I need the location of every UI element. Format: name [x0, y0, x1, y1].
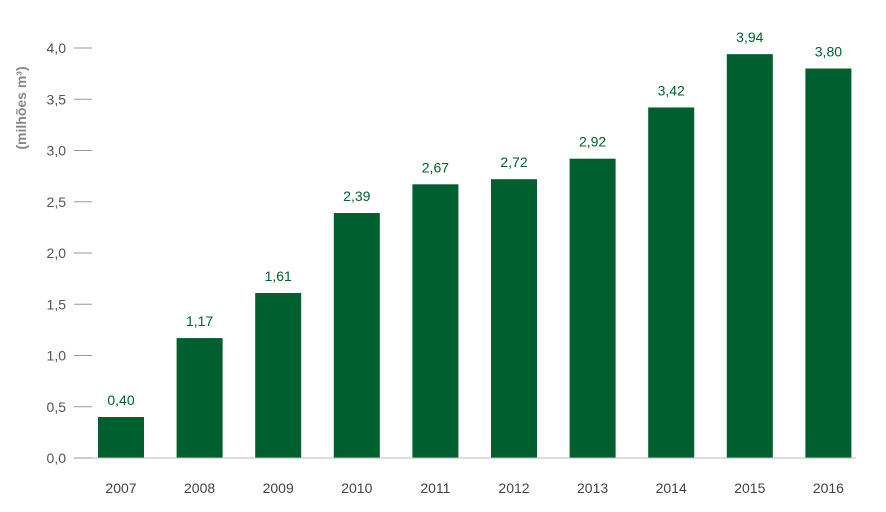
y-tick-label: 1,5 [47, 296, 67, 312]
x-tick-label-2014: 2014 [656, 480, 687, 496]
y-tick-label: 4,0 [47, 40, 67, 56]
x-axis: 2007 2008 2009 2010 2011 2012 2013 2014 2015 2016 [92, 457, 856, 496]
x-tick-label-2010: 2010 [341, 480, 372, 496]
value-label-2010: 2,39 [343, 188, 370, 204]
y-tick-label: 0,0 [47, 450, 67, 466]
x-tick-label-2009: 2009 [263, 480, 294, 496]
bars [98, 54, 852, 459]
value-label-2008: 1,17 [186, 313, 213, 329]
value-label-2011: 2,67 [422, 159, 449, 175]
x-tick-label-2012: 2012 [498, 480, 529, 496]
y-axis: 0,0 0,5 1,0 1,5 2,0 2,5 3,0 3,5 4,0 [47, 40, 92, 466]
y-axis-label: (milhões m³) [13, 66, 29, 149]
y-tick-label: 3,5 [47, 91, 67, 107]
value-label-2014: 3,42 [658, 82, 685, 98]
y-tick-label: 1,0 [47, 348, 67, 364]
bar-2007 [98, 417, 144, 458]
x-tick-label-2016: 2016 [813, 480, 844, 496]
x-tick-label-2013: 2013 [577, 480, 608, 496]
value-label-2009: 1,61 [265, 268, 292, 284]
x-tick-label-2008: 2008 [184, 480, 215, 496]
x-tick-label-2015: 2015 [734, 480, 765, 496]
bar-2011 [412, 184, 459, 458]
bar-2016 [805, 68, 852, 458]
y-tick-label: 3,0 [47, 143, 67, 159]
value-labels: 0,40 1,17 1,61 2,39 2,67 2,72 2,92 3,42 3,94 3,80 [107, 29, 842, 408]
y-tick-label: 0,5 [47, 399, 67, 415]
bar-2012 [491, 179, 537, 458]
value-label-2015: 3,94 [736, 29, 763, 45]
x-tick-label-2007: 2007 [105, 480, 136, 496]
value-label-2016: 3,80 [815, 44, 842, 60]
bar-2009 [255, 292, 302, 458]
bar-2008 [176, 338, 223, 458]
bar-2015 [726, 54, 773, 459]
value-label-2013: 2,92 [579, 134, 606, 150]
y-tick-label: 2,5 [47, 194, 67, 210]
value-label-2012: 2,72 [500, 154, 527, 170]
bar-2010 [333, 213, 380, 458]
x-tick-label-2011: 2011 [420, 480, 450, 496]
value-label-2007: 0,40 [107, 392, 134, 408]
y-tick-label: 2,0 [47, 245, 67, 261]
bar-2013 [569, 158, 616, 458]
bar-2014 [648, 107, 695, 458]
